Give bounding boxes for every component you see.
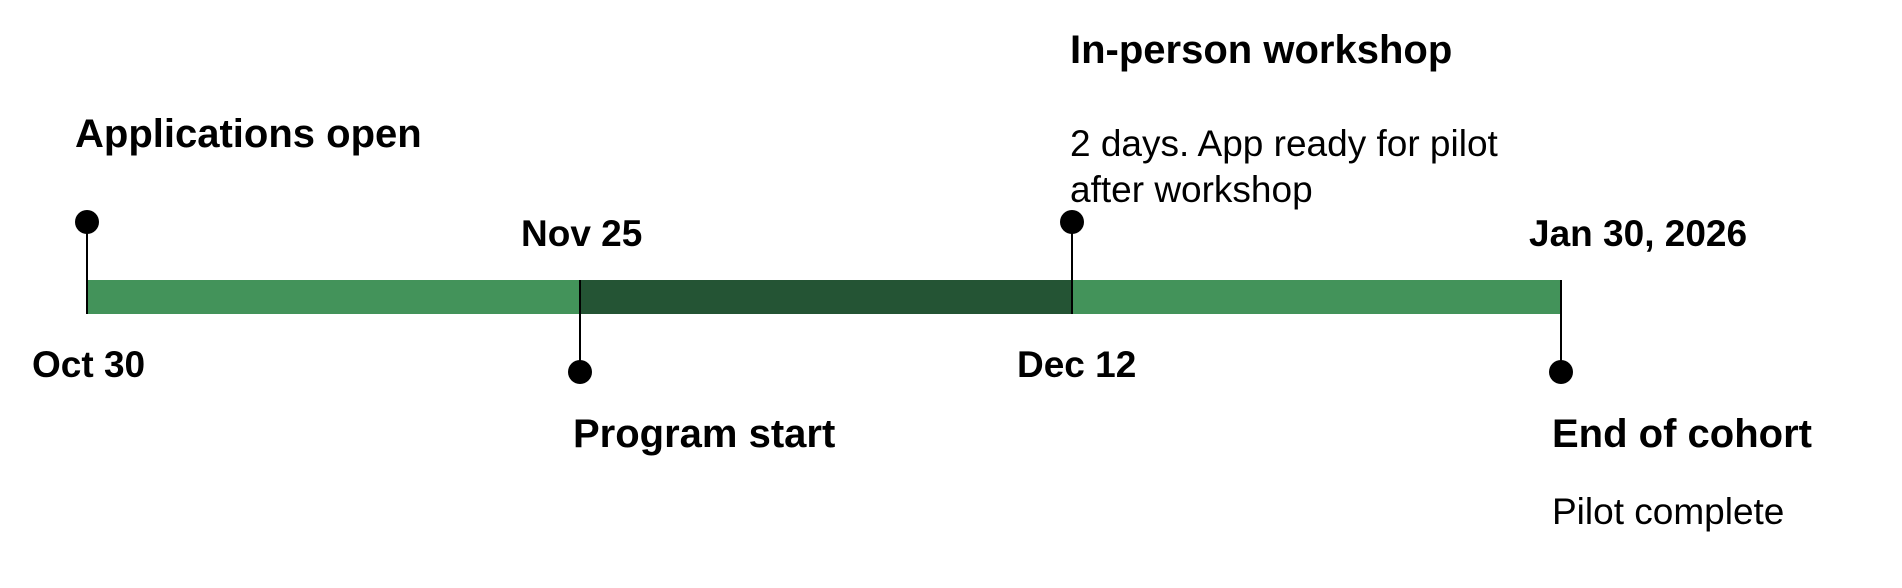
milestone-tick-oct30 — [86, 222, 88, 314]
segment-dec12-jan30 — [1072, 280, 1562, 314]
milestone-date-jan30: Jan 30, 2026 — [1529, 213, 1748, 254]
milestone-dot-oct30 — [75, 210, 99, 234]
milestone-date-dec12: Dec 12 — [1017, 344, 1137, 385]
milestone-title-end-of-cohort: End of cohort — [1552, 412, 1812, 456]
segment-nov25-dec12 — [580, 280, 1072, 314]
milestone-dot-jan30 — [1549, 360, 1573, 384]
milestone-date-oct30: Oct 30 — [32, 344, 146, 385]
milestone-description-end-of-cohort: Pilot complete — [1552, 491, 1785, 532]
milestone-dot-dec12 — [1060, 210, 1084, 234]
milestone-tick-dec12 — [1071, 222, 1073, 314]
milestone-description-workshop: 2 days. App ready for pilot after worksh… — [1070, 123, 1498, 210]
milestone-title-program-start: Program start — [573, 412, 836, 456]
milestone-tick-nov25 — [579, 280, 581, 372]
segment-oct30-nov25 — [88, 280, 580, 314]
milestone-dot-nov25 — [568, 360, 592, 384]
milestone-date-nov25: Nov 25 — [521, 213, 643, 254]
milestone-tick-jan30 — [1560, 280, 1562, 372]
milestone-title-in-person-workshop: In-person workshop — [1070, 28, 1453, 72]
milestone-title-applications-open: Applications open — [75, 112, 422, 156]
